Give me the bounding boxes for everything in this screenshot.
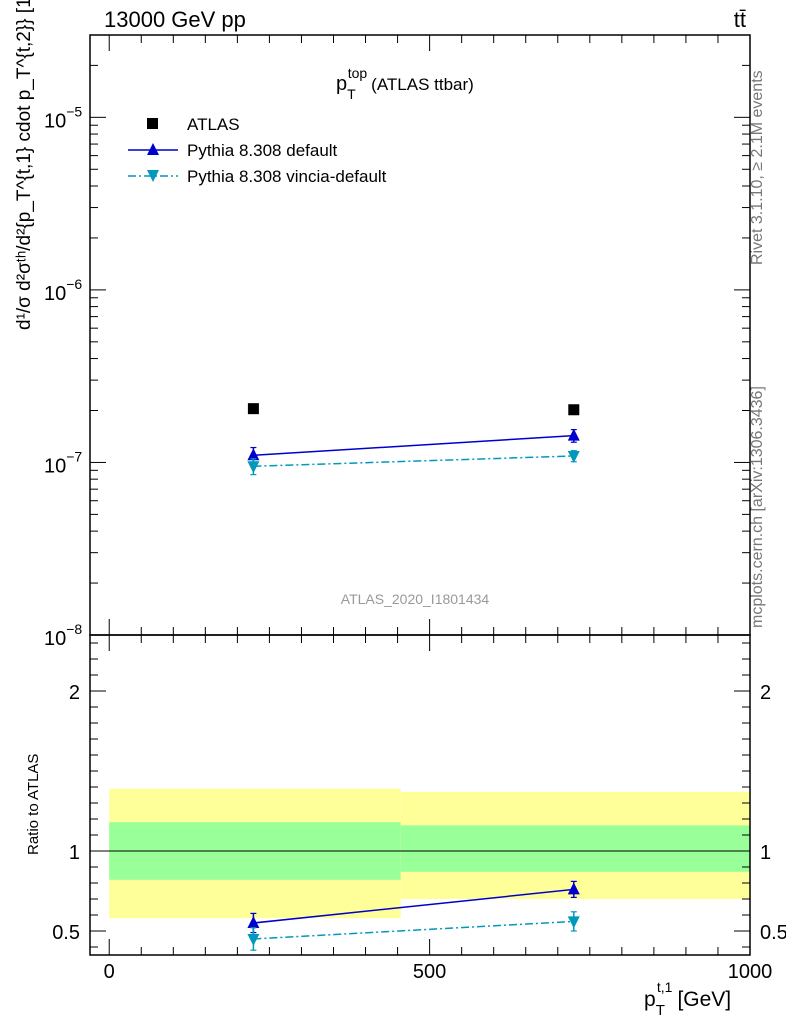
energy-label: 13000 GeV pp (104, 7, 246, 32)
legend-label-pythia-default: Pythia 8.308 default (187, 141, 338, 160)
ratio-y-tick-label: 2 (69, 682, 80, 704)
process-label: tt̄ (734, 7, 746, 32)
main-y-ticks: 10−8 10−7 10−6 10−5 (44, 35, 751, 650)
main-pythia-vincia-point (567, 450, 580, 463)
main-y-tick-label: 10−7 (44, 448, 82, 477)
ratio-y-tick-label: 1 (69, 842, 80, 864)
ratio-y-tick-label-right: 2 (760, 682, 771, 704)
main-pythia-default-line (253, 434, 574, 457)
main-panel: 10−8 10−7 10−6 10−5 pTtop(ATLAS ttbar) d¹/σ… (14, 0, 751, 650)
ratio-pythia-vincia-point (247, 934, 260, 946)
main-pythia-default-point (247, 448, 260, 461)
ratio-pythia-vincia-line (253, 920, 574, 940)
ratio-pythia-default-line (253, 888, 574, 924)
main-pythia-vincia-point (247, 461, 260, 474)
legend-entry-pythia-default: Pythia 8.308 default (128, 141, 338, 160)
main-pythia-default-point (567, 428, 580, 441)
main-series (247, 403, 580, 476)
ratio-panel: 0.5 0.5 1 1 2 2 0 500 1000 Ratio to ATLAS pTt,1[… (25, 634, 786, 1019)
main-pythia-vincia-line (253, 455, 574, 468)
ratio-x-tick-label: 0 (104, 961, 115, 983)
ratio-pythia-vincia-point (567, 916, 580, 929)
ratio-series (247, 880, 580, 951)
ratio-y-tick-label: 0.5 (52, 922, 80, 944)
legend-entry-atlas: ATLAS (147, 115, 240, 134)
legend-label-atlas: ATLAS (187, 115, 240, 134)
ratio-frame (89, 634, 751, 956)
ratio-pythia-default-point (567, 882, 580, 895)
main-title: pTtop(ATLAS ttbar) (336, 65, 474, 102)
ratio-x-tick-label: 1000 (728, 961, 773, 983)
legend-marker-atlas (147, 118, 158, 129)
ratio-x-label: pTt,1[GeV] (644, 979, 731, 1019)
main-atlas-point (568, 404, 580, 416)
analysis-label: ATLAS_2020_I1801434 (341, 591, 490, 607)
main-y-tick-label: 10−6 (44, 276, 82, 305)
ratio-x-tick-label: 500 (413, 961, 446, 983)
ratio-y-label: Ratio to ATLAS (25, 754, 42, 855)
main-y-tick-label: 10−8 (44, 621, 82, 650)
ratio-band-inner (400, 825, 750, 872)
mcplots-label: mcplots.cern.ch [arXiv:1306.3436] (749, 386, 766, 628)
main-y-label: d¹/σ d²σᵗʰ/d²{p_T^{t,1} cdot p_T^{t,2}} … (14, 0, 35, 330)
legend-label-pythia-vincia: Pythia 8.308 vincia-default (187, 167, 387, 186)
ratio-bands (109, 788, 750, 919)
legend-marker-pythia-default (147, 143, 159, 155)
legend-marker-pythia-vincia (147, 170, 159, 182)
ratio-y-tick-label-right: 1 (760, 842, 771, 864)
rivet-label: Rivet 3.1.10, ≥ 2.1M events (749, 70, 766, 265)
main-atlas-point (247, 403, 259, 415)
ratio-pythia-default-point (247, 916, 260, 928)
main-y-tick-label: 10−5 (44, 103, 82, 132)
ratio-y-tick-label-right: 0.5 (760, 922, 786, 944)
legend-entry-pythia-vincia: Pythia 8.308 vincia-default (128, 167, 387, 186)
legend: ATLAS Pythia 8.308 default Pythia 8.308 … (128, 115, 387, 186)
